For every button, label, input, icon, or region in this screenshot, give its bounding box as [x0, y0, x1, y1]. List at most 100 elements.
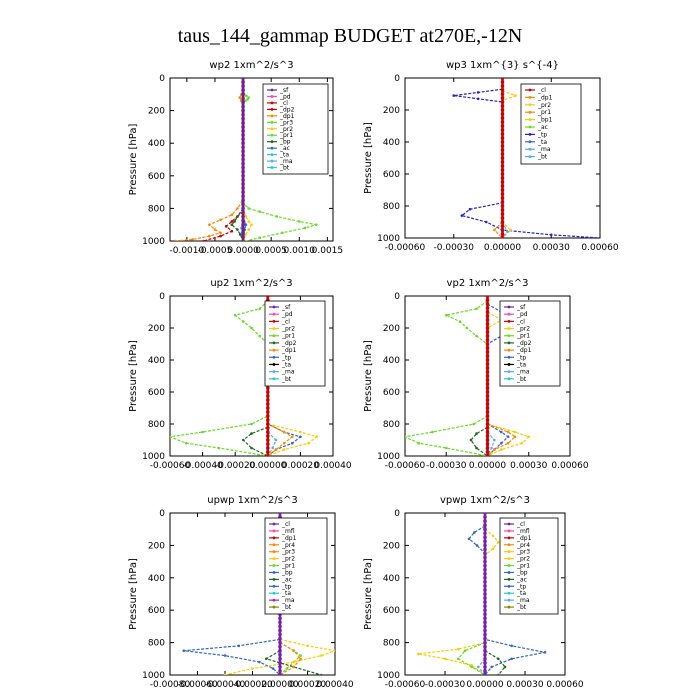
legend-marker — [272, 605, 276, 609]
legend-entry: _pr3 — [516, 549, 530, 556]
data-point — [514, 94, 517, 97]
data-point — [237, 644, 241, 648]
zero-line-marker — [241, 112, 245, 117]
data-point — [513, 435, 517, 439]
data-point — [503, 665, 507, 669]
zero-line-marker — [500, 116, 505, 120]
zero-line-marker — [500, 128, 505, 132]
zero-line-marker — [500, 100, 505, 104]
data-point — [258, 660, 261, 664]
legend-marker — [507, 355, 511, 359]
zero-line-marker — [266, 438, 270, 442]
zero-line-marker — [483, 624, 487, 629]
legend-entry: _pr2 — [516, 556, 530, 563]
legend-entry: _pr3 — [281, 549, 295, 556]
zero-line-marker — [485, 330, 490, 334]
legend-marker — [507, 529, 511, 533]
legend-entry: _bp1 — [537, 117, 553, 124]
data-point — [250, 422, 253, 426]
zero-line-marker — [278, 632, 282, 637]
panel-5: upwp 1xm^2/s^302004006008001000-0.00080-… — [128, 495, 354, 690]
legend: _sf_pd_cl_dp2_dp1_pr3_pr2_pr1_bp_ac_ta_m… — [262, 83, 329, 175]
data-point — [250, 223, 253, 226]
panel-title: wp3 1xm^{3} s^{-4} — [446, 60, 559, 71]
zero-line-marker — [485, 390, 490, 394]
legend-entry: _pr1 — [281, 563, 295, 570]
zero-line-marker — [485, 296, 490, 298]
legend-entry: _pr2 — [279, 126, 293, 133]
zero-line-marker — [266, 394, 270, 398]
legend-entry: _dp1 — [281, 535, 297, 542]
y-tick-label: 600 — [148, 388, 165, 398]
x-tick-label: 0.00030 — [506, 680, 543, 690]
legend-marker — [507, 564, 511, 567]
data-point — [219, 234, 222, 238]
y-tick-label: 400 — [148, 574, 165, 584]
legend-marker — [507, 550, 511, 554]
series-line-dp1 — [175, 94, 244, 241]
zero-line-marker — [485, 322, 490, 326]
x-tick-label: -0.00080 — [150, 680, 191, 690]
zero-line-marker — [485, 318, 490, 322]
data-point — [506, 441, 510, 445]
legend-entry: _pd — [516, 311, 528, 318]
legend-entry: _bp — [279, 139, 291, 146]
legend-marker — [507, 370, 511, 374]
zero-line-marker — [483, 519, 487, 523]
zero-line-marker — [485, 446, 490, 450]
data-point — [219, 218, 222, 222]
y-axis-label: Pressure [hPa] — [363, 558, 374, 630]
legend-marker — [272, 536, 276, 540]
zero-line-marker — [485, 450, 490, 454]
y-tick-label: 600 — [148, 606, 165, 616]
legend-marker — [272, 370, 276, 374]
x-tick-label: -0.00060 — [385, 680, 426, 690]
data-point — [244, 233, 248, 236]
data-point — [319, 673, 323, 675]
data-point — [170, 435, 172, 439]
legend-entry: _ac — [537, 124, 548, 131]
zero-line-marker — [278, 644, 282, 649]
data-point — [213, 228, 217, 231]
data-point — [258, 236, 262, 240]
legend-entry: _ac — [516, 576, 527, 583]
legend-entry: _pr1 — [537, 109, 551, 116]
data-point — [271, 667, 275, 670]
data-point — [443, 657, 447, 661]
data-point — [497, 673, 500, 675]
data-point — [223, 654, 227, 657]
legend-marker — [507, 591, 511, 595]
legend-marker — [507, 334, 511, 338]
data-point — [333, 649, 335, 652]
data-point — [509, 228, 512, 232]
legend: _cl_mfl_dp1_pr4_pr3_pr2_pr1_bp_ac_tp_ta_… — [264, 517, 328, 615]
data-point — [290, 435, 294, 439]
legend-entry: _cl — [281, 521, 290, 528]
zero-line-marker — [500, 112, 505, 116]
y-tick-label: 800 — [148, 204, 165, 214]
zero-line-marker — [483, 515, 487, 519]
zero-line-marker — [500, 136, 505, 140]
zero-line-marker — [483, 527, 487, 531]
series-line-pr1 — [279, 642, 302, 675]
zero-line-marker — [500, 176, 505, 180]
legend: _cl_mfl_dp1_pr4_pr3_pr2_pr1_bp_ac_tp_ta_… — [499, 517, 559, 615]
data-point — [468, 207, 472, 211]
data-point — [258, 307, 261, 311]
zero-line-marker — [485, 454, 490, 456]
data-point — [513, 430, 517, 434]
zero-line-marker — [241, 165, 245, 170]
x-tick-label: 0.0010 — [284, 246, 316, 256]
zero-line-marker — [278, 648, 282, 653]
legend-marker — [270, 107, 274, 111]
legend-marker — [272, 550, 276, 554]
legend-marker — [272, 564, 276, 567]
zero-line-marker — [500, 164, 505, 168]
legend-entry: _dp2 — [279, 106, 295, 113]
zero-line-marker — [483, 612, 487, 617]
zero-line-marker — [483, 555, 487, 560]
data-point — [476, 91, 480, 94]
legend-marker — [507, 543, 511, 547]
zero-line-marker — [278, 628, 282, 633]
y-tick-label: 0 — [159, 74, 165, 84]
